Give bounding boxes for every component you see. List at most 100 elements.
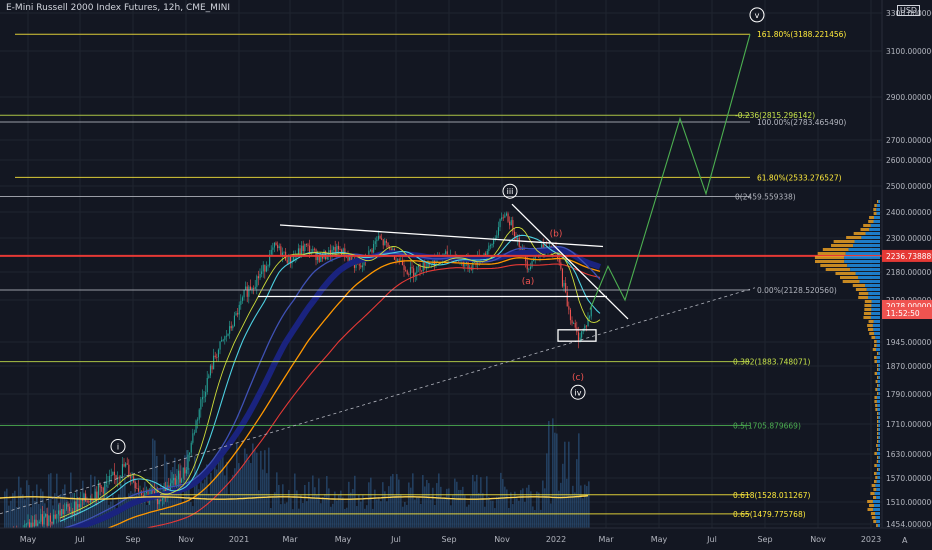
candle [153, 491, 155, 494]
time-tick-label: 2023 [861, 535, 881, 544]
volume-profile-bar [871, 516, 876, 519]
wave-label-red: (a) [522, 277, 535, 287]
volume-bar [438, 473, 440, 528]
volume-profile-bar [876, 524, 878, 527]
volume-bar [346, 507, 348, 528]
volume-profile-bar [876, 480, 880, 483]
candle [589, 316, 591, 318]
candle [213, 355, 215, 370]
candle [147, 490, 149, 499]
volume-profile-bar [870, 492, 875, 495]
volume-bar [408, 482, 410, 528]
candle [181, 478, 183, 483]
volume-bar [568, 441, 570, 528]
volume-profile-bar [878, 368, 880, 371]
volume-profile-bar [865, 284, 880, 287]
candle [568, 306, 570, 310]
volume-bar [478, 492, 480, 528]
candle [590, 307, 592, 317]
volume-bar [302, 503, 304, 528]
volume-bar [356, 506, 358, 528]
volume-bar [452, 495, 454, 528]
candle [171, 480, 173, 484]
chart-title[interactable]: E-Mini Russell 2000 Index Futures, 12h, … [6, 3, 230, 13]
volume-bar [196, 472, 198, 528]
volume-profile-bar [877, 420, 879, 423]
time-tick-label: Nov [494, 535, 510, 544]
candle [86, 500, 88, 502]
time-tick-label: 2022 [546, 535, 566, 544]
volume-profile-bar [873, 208, 877, 211]
volume-profile-bar [877, 368, 879, 371]
candle [497, 227, 499, 236]
wave-label-circled: i [117, 443, 119, 452]
volume-profile-bar [817, 252, 846, 255]
candle [259, 273, 261, 279]
candle [80, 498, 82, 508]
volume-profile-bar [875, 408, 878, 411]
volume-bar [412, 473, 414, 528]
candle [560, 262, 562, 269]
candle [301, 245, 303, 254]
candle [198, 409, 200, 420]
candle [579, 337, 581, 342]
price-label-box [882, 249, 932, 262]
volume-bar [544, 488, 546, 528]
candle [491, 244, 493, 246]
volume-bar [26, 480, 28, 528]
volume-bar [278, 484, 280, 528]
candle [201, 397, 203, 400]
volume-profile-bar [814, 260, 845, 263]
price-tick-label: 2700.000000 [886, 136, 932, 145]
volume-bar [308, 481, 310, 528]
candle [257, 276, 259, 279]
candle [342, 248, 344, 256]
candle [161, 498, 163, 501]
volume-bar [272, 495, 274, 528]
currency-badge[interactable]: USD [897, 5, 921, 16]
candle [577, 332, 579, 342]
candle [107, 481, 109, 482]
fib-level-label: 0.5(1705.879669) [733, 422, 801, 431]
volume-profile-bar [853, 244, 880, 247]
volume-bar [258, 490, 260, 528]
candle [381, 238, 383, 240]
volume-profile-bar [878, 456, 880, 459]
candle [152, 489, 154, 492]
candle [209, 365, 211, 376]
auto-scale-button[interactable]: A [902, 536, 908, 545]
candle [395, 259, 397, 262]
time-tick-label: Jul [390, 535, 401, 544]
candle [304, 244, 306, 252]
volume-profile-bar [875, 512, 880, 515]
volume-bar [136, 492, 138, 528]
volume-bar [18, 476, 20, 528]
candle [109, 476, 111, 482]
candle [403, 265, 405, 270]
candle [126, 463, 128, 465]
candle [88, 500, 90, 503]
candle [155, 489, 157, 494]
candle [574, 323, 576, 328]
candle [382, 239, 384, 246]
volume-bar [128, 493, 130, 528]
volume-profile-bar [874, 204, 877, 207]
candle [144, 493, 146, 498]
volume-bar [570, 494, 572, 528]
candle [139, 491, 141, 493]
fib-level-label: 0.00%(2128.520560) [757, 286, 837, 295]
candle [525, 252, 527, 262]
candle [531, 261, 533, 267]
time-tick-label: Mar [598, 535, 614, 544]
candle [219, 341, 221, 350]
candle [129, 476, 131, 478]
volume-profile-bar [878, 392, 880, 395]
candle [333, 247, 335, 250]
volume-profile-bar [844, 260, 880, 263]
volume-bar [198, 489, 200, 528]
volume-bar [516, 498, 518, 528]
volume-bar [10, 500, 12, 528]
time-tick-label: Mar [282, 535, 298, 544]
candle [195, 420, 197, 433]
